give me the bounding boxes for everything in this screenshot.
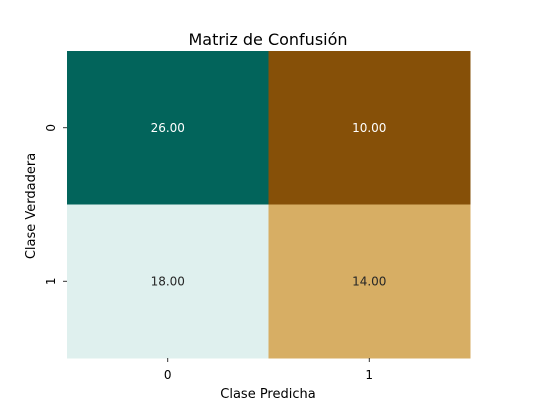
y-tick-label: 1 bbox=[44, 277, 58, 285]
chart-title: Matriz de Confusión bbox=[188, 30, 347, 49]
heatmap-cells: 26.00 10.00 18.00 14.00 bbox=[67, 51, 471, 359]
y-axis-label: Clase Verdadera bbox=[24, 153, 39, 259]
x-tick-label: 1 bbox=[365, 368, 373, 382]
heatmap-cell-1-0 bbox=[67, 204, 269, 359]
heatmap-cell-1-1 bbox=[268, 204, 471, 359]
y-axis-ticks: 01 bbox=[44, 124, 67, 285]
x-tick-label: 0 bbox=[164, 368, 172, 382]
cell-value-label-0-0: 26.00 bbox=[151, 121, 185, 135]
x-axis-label: Clase Predicha bbox=[220, 387, 315, 402]
heatmap-cell-0-1 bbox=[268, 51, 471, 205]
cell-value-label-0-1: 10.00 bbox=[352, 121, 386, 135]
cell-value-label-1-0: 18.00 bbox=[151, 274, 185, 288]
cell-value-label-1-1: 14.00 bbox=[352, 274, 386, 288]
heatmap-cell-0-0 bbox=[67, 51, 269, 205]
y-tick-label: 0 bbox=[44, 124, 58, 132]
